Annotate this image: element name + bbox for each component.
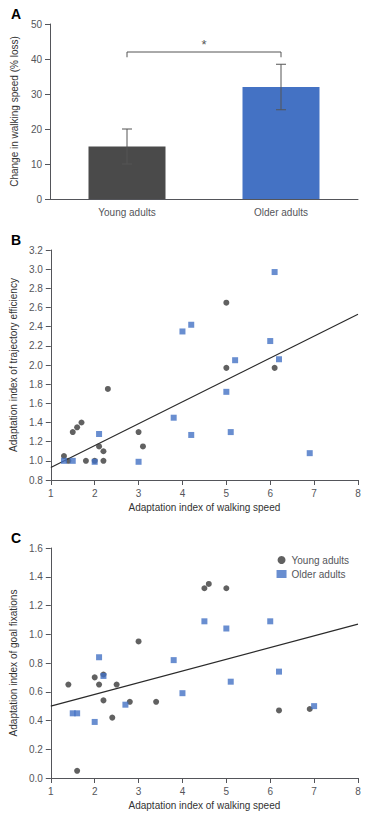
svg-text:3: 3: [136, 786, 142, 797]
svg-text:1: 1: [48, 488, 54, 499]
svg-text:40: 40: [31, 54, 43, 65]
svg-text:2: 2: [92, 786, 98, 797]
svg-text:1.0: 1.0: [29, 629, 43, 640]
svg-text:30: 30: [31, 89, 43, 100]
svg-text:*: *: [201, 37, 206, 52]
svg-text:3: 3: [136, 488, 142, 499]
svg-text:1.6: 1.6: [29, 398, 43, 409]
svg-text:7: 7: [311, 488, 317, 499]
svg-text:1.4: 1.4: [29, 571, 43, 582]
svg-text:0.8: 0.8: [29, 475, 43, 486]
svg-text:1.4: 1.4: [29, 417, 43, 428]
svg-text:B: B: [11, 232, 21, 248]
svg-text:8: 8: [355, 786, 361, 797]
svg-text:2.4: 2.4: [29, 321, 43, 332]
svg-text:7: 7: [311, 786, 317, 797]
svg-text:6: 6: [267, 786, 273, 797]
svg-text:2.2: 2.2: [29, 340, 43, 351]
svg-text:Adaptation index of trajectory: Adaptation index of trajectory efficienc…: [8, 278, 19, 452]
svg-text:20: 20: [31, 124, 43, 135]
svg-text:A: A: [11, 6, 21, 22]
svg-text:1: 1: [48, 786, 54, 797]
svg-text:1.2: 1.2: [29, 600, 43, 611]
svg-text:Adaptation index of goal fixat: Adaptation index of goal fixations: [8, 590, 19, 737]
svg-text:0: 0: [36, 194, 42, 205]
svg-text:1.8: 1.8: [29, 379, 43, 390]
svg-text:C: C: [11, 530, 21, 546]
svg-text:5: 5: [224, 786, 230, 797]
svg-text:10: 10: [31, 159, 43, 170]
svg-text:1.0: 1.0: [29, 455, 43, 466]
svg-text:2: 2: [92, 488, 98, 499]
svg-text:6: 6: [267, 488, 273, 499]
svg-text:3.2: 3.2: [29, 245, 43, 256]
svg-text:50: 50: [31, 19, 43, 30]
svg-text:0.6: 0.6: [29, 686, 43, 697]
svg-text:1.6: 1.6: [29, 543, 43, 554]
svg-text:4: 4: [180, 786, 186, 797]
svg-text:Older adults: Older adults: [292, 569, 346, 580]
svg-text:2.6: 2.6: [29, 302, 43, 313]
svg-text:0.0: 0.0: [29, 773, 43, 784]
svg-text:0.4: 0.4: [29, 715, 43, 726]
svg-text:Adaptation index of walking sp: Adaptation index of walking speed: [129, 800, 281, 811]
svg-text:Young adults: Young adults: [292, 555, 349, 566]
svg-text:5: 5: [224, 488, 230, 499]
svg-text:0.2: 0.2: [29, 744, 43, 755]
svg-text:1.2: 1.2: [29, 436, 43, 447]
svg-text:Older adults: Older adults: [254, 207, 308, 218]
svg-text:4: 4: [180, 488, 186, 499]
svg-text:0.8: 0.8: [29, 658, 43, 669]
svg-text:2.0: 2.0: [29, 360, 43, 371]
svg-text:8: 8: [355, 488, 361, 499]
svg-text:Adaptation index of walking sp: Adaptation index of walking speed: [129, 502, 281, 513]
svg-text:Change in walking speed (% los: Change in walking speed (% loss): [9, 36, 20, 187]
svg-text:2.8: 2.8: [29, 283, 43, 294]
svg-text:Young adults: Young adults: [98, 207, 155, 218]
svg-text:3.0: 3.0: [29, 264, 43, 275]
